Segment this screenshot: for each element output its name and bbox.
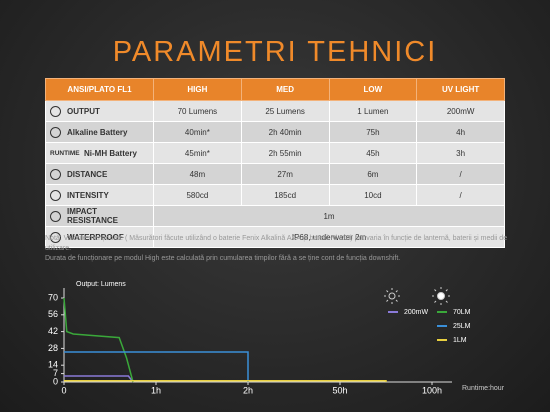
table-row: INTENSITY 580cd 185cd 10cd /: [45, 184, 505, 206]
notes: Notă: Valorile menționate ( Măsurători f…: [45, 234, 510, 264]
legend-icons: [384, 287, 450, 305]
cell: 10cd: [328, 184, 418, 206]
header-cell: LOW: [328, 78, 418, 101]
row-label: INTENSITY: [45, 184, 154, 206]
series-line: [63, 297, 134, 383]
title: PARAMETRI TEHNICI: [112, 36, 438, 68]
cell: IP68, underwater 2m: [153, 226, 505, 248]
cell: 45h: [328, 142, 418, 164]
y-tick-label: 7: [53, 368, 58, 378]
cell: 6m: [328, 163, 418, 185]
cell: /: [416, 184, 505, 206]
group-label: RUNTIME: [50, 150, 80, 158]
header-cell: HIGH: [153, 78, 242, 101]
y-tick-label: 56: [48, 309, 58, 319]
row-label: WATERPROOF: [45, 226, 154, 248]
cell: 48m: [153, 163, 242, 185]
cell: 200mW: [416, 100, 505, 122]
y-tick-label: 42: [48, 326, 58, 336]
cell: 4h: [416, 121, 505, 143]
label-text: Alkaline Battery: [67, 127, 128, 137]
cell: 40min*: [153, 121, 242, 143]
x-tick-label: 50h: [332, 385, 347, 395]
header-row: ANSI/PLATO FL1 HIGH MED LOW UV LIGHT: [45, 78, 505, 101]
series-line: [64, 375, 134, 383]
label-text: DISTANCE: [67, 169, 108, 179]
table-row: WATERPROOF IP68, underwater 2m: [45, 226, 505, 248]
label-text: INTENSITY: [67, 190, 109, 200]
x-tick-label: 2h: [243, 385, 253, 395]
legend-label: 1LM: [453, 337, 467, 344]
y-tick-label: 14: [48, 360, 58, 370]
y-tick-label: 28: [48, 343, 58, 353]
row-label: RUNTIME Ni-MH Battery: [45, 142, 154, 164]
y-axis-label: Output: Lumens: [76, 281, 126, 288]
label-text: WATERPROOF: [67, 232, 124, 242]
label-text: Ni-MH Battery: [84, 148, 137, 158]
cell: 580cd: [153, 184, 242, 206]
cell: 75h: [328, 121, 418, 143]
table-row: RUNTIME Ni-MH Battery 45min* 2h 55min 45h 3h: [45, 142, 505, 164]
row-icon: [50, 210, 61, 222]
row-label: Alkaline Battery: [45, 121, 154, 143]
series-line: [64, 351, 249, 382]
legend-label: 200mW: [404, 309, 429, 316]
row-label: IMPACT RESISTANCE: [45, 205, 154, 227]
series-line: [64, 380, 387, 382]
cell: 3h: [416, 142, 505, 164]
x-tick-label: 1h: [151, 385, 161, 395]
header-cell: UV LIGHT: [416, 78, 505, 101]
x-tick-label: 0: [61, 385, 66, 395]
table-row: IMPACT RESISTANCE 1m: [45, 205, 505, 227]
y-tick-label: 0: [53, 376, 58, 386]
cell: 1m: [153, 205, 505, 227]
row-icon: [50, 231, 61, 243]
cell: /: [416, 163, 505, 185]
label-text: IMPACT RESISTANCE: [67, 207, 118, 225]
legend-label: 25LM: [453, 323, 471, 330]
header-cell: MED: [240, 78, 330, 101]
x-axis-label: Runtime:hour: [462, 385, 505, 392]
spec-table: ANSI/PLATO FL1 HIGH MED LOW UV LIGHT OUTPUT 70…: [45, 78, 505, 248]
table-row: Alkaline Battery 40min* 2h 40min 75h 4h: [45, 121, 505, 143]
cell: 45min*: [153, 142, 242, 164]
table-row: DISTANCE 48m 27m 6m /: [45, 163, 505, 185]
note: Notă: Valorile menționate ( Măsurători f…: [45, 235, 508, 252]
row-icon: [50, 189, 61, 201]
legend-label: 70LM: [453, 309, 471, 316]
y-tick-label: 70: [48, 292, 58, 302]
row-icon: [50, 126, 61, 138]
label-text: OUTPUT: [67, 106, 100, 116]
row-icon: [50, 168, 61, 180]
row-icon: [50, 105, 61, 117]
cell: 70 Lumens: [153, 100, 242, 122]
cell: 25 Lumens: [240, 100, 330, 122]
note: Durata de funcționare pe modul High este…: [45, 255, 401, 262]
x-tick-label: 100h: [422, 385, 442, 395]
